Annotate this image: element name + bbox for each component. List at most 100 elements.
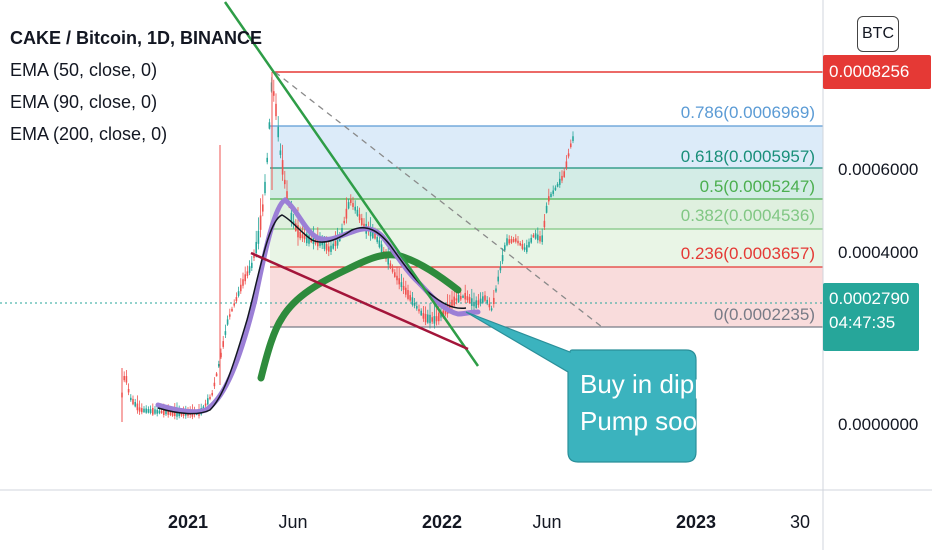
candle-body	[257, 230, 260, 244]
candle-body	[123, 376, 125, 381]
candle-body	[512, 239, 515, 242]
candle-body	[517, 240, 519, 244]
candle-body	[354, 206, 356, 211]
candle-body	[266, 157, 268, 163]
annotation-callout[interactable]: Buy in dipp Pump soon	[465, 311, 712, 463]
candle-body	[176, 410, 178, 417]
candle-body	[380, 244, 383, 253]
time-tick: 2022	[422, 512, 462, 532]
candle-body	[158, 410, 161, 414]
candle-body	[211, 392, 213, 396]
candle-body	[400, 282, 403, 288]
time-tick: 30	[790, 512, 810, 532]
candle-body	[352, 203, 354, 207]
candle-body	[332, 243, 334, 249]
candle-body	[510, 239, 513, 243]
candle-body	[508, 239, 510, 244]
fib-zone-786	[270, 126, 823, 168]
candle-body	[286, 191, 288, 199]
candle-body	[488, 303, 491, 308]
candle-body	[321, 242, 323, 246]
candle-body	[396, 275, 398, 281]
candle-body	[268, 122, 271, 129]
fib-label-786: 0.786(0.0006969)	[681, 103, 815, 122]
candle-body	[433, 316, 436, 324]
candle-body	[308, 235, 310, 244]
candle-body	[460, 295, 462, 300]
time-tick: Jun	[278, 512, 307, 532]
candle-body	[330, 245, 332, 252]
price-axis[interactable]: 0.0006000 0.0004000 0.0000000	[838, 160, 918, 434]
candle-body	[561, 175, 563, 181]
candle-body	[229, 314, 231, 317]
fib-label-618: 0.618(0.0005957)	[681, 147, 815, 166]
candle-body	[301, 234, 304, 239]
candle-body	[204, 403, 207, 406]
candle-body	[207, 398, 209, 405]
ema-200-line	[257, 251, 462, 382]
candle-body	[442, 310, 444, 317]
candle-body	[264, 181, 266, 194]
countdown-timer: 04:47:35	[829, 313, 896, 332]
time-tick: 2023	[676, 512, 716, 532]
candle-body	[497, 276, 499, 282]
price-tick: 0.0004000	[838, 243, 918, 262]
symbol-title[interactable]: CAKE / Bitcoin, 1D, BINANCE	[10, 28, 263, 48]
candle-body	[526, 245, 528, 252]
candle-body	[521, 243, 524, 249]
candle-body	[281, 160, 284, 175]
candle-body	[284, 179, 286, 185]
candle-body	[378, 240, 381, 248]
candle-body	[552, 190, 554, 194]
candle-body	[253, 255, 255, 258]
descending-support-line	[250, 251, 469, 351]
candle-body	[171, 410, 174, 416]
candle-body	[466, 296, 469, 301]
fib-zone-618	[270, 168, 823, 199]
candle-body	[534, 233, 537, 239]
candle-body	[537, 234, 539, 241]
ema-200-label[interactable]: EMA (200, close, 0)	[10, 124, 168, 144]
candle-body	[413, 302, 416, 306]
candle-body	[279, 150, 282, 155]
candle-body	[143, 408, 145, 413]
candle-body	[499, 266, 502, 271]
candle-body	[411, 297, 414, 305]
candle-body	[152, 407, 154, 415]
candle-body	[275, 103, 277, 117]
candle-body	[167, 410, 169, 415]
candle-body	[147, 409, 150, 413]
candle-body	[297, 225, 299, 238]
candle-body	[218, 364, 220, 367]
candle-body	[141, 408, 143, 413]
fib-labels: 0.786(0.0006969) 0.618(0.0005957) 0.5(0.…	[681, 103, 815, 324]
candle-body	[541, 235, 543, 242]
candle-body	[482, 296, 484, 303]
ema-50-label[interactable]: EMA (50, close, 0)	[10, 60, 158, 80]
candle-body	[149, 409, 152, 413]
candle-body	[548, 196, 550, 202]
candle-body	[361, 218, 363, 226]
candle-body	[295, 223, 297, 231]
candle-body	[345, 208, 348, 219]
candle-body	[420, 310, 422, 316]
candle-body	[543, 220, 546, 228]
candle-body	[528, 241, 530, 247]
candle-body	[125, 376, 128, 383]
candle-body	[506, 238, 508, 246]
candle-body	[515, 238, 517, 242]
candle-body	[156, 409, 158, 414]
candle-body	[493, 297, 495, 305]
currency-button[interactable]: BTC	[857, 16, 899, 52]
candle-body	[306, 233, 308, 244]
candle-body	[328, 246, 330, 252]
fib-zone-236	[270, 267, 823, 327]
ema-90-label[interactable]: EMA (90, close, 0)	[10, 92, 158, 112]
time-axis[interactable]: 2021 Jun 2022 Jun 2023 30	[168, 512, 810, 532]
candle-body	[235, 297, 238, 301]
candle-body	[486, 299, 488, 304]
candle-body	[471, 298, 473, 306]
candle-body	[273, 91, 275, 96]
candle-body	[398, 278, 400, 285]
